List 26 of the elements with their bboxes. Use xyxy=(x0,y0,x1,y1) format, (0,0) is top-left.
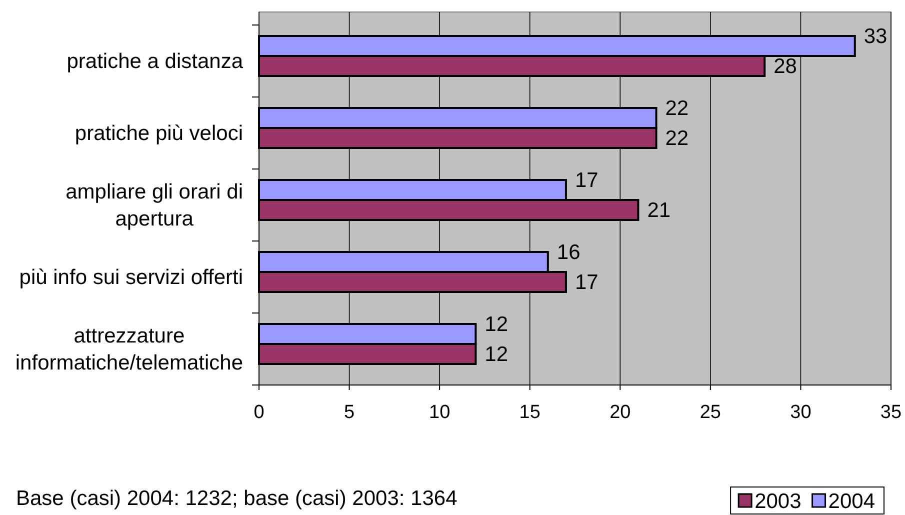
y-tick-label: attrezzature informatiche/telematiche xyxy=(15,324,243,374)
legend-label: 2003 xyxy=(754,490,802,513)
data-label: 17 xyxy=(574,169,598,192)
x-tick-label: 10 xyxy=(429,402,450,423)
data-label: 33 xyxy=(864,25,888,48)
x-tick-label: 15 xyxy=(519,402,540,423)
data-label: 22 xyxy=(665,127,689,150)
data-label: 12 xyxy=(484,313,508,336)
x-tick-label: 25 xyxy=(700,402,721,423)
x-tick-label: 35 xyxy=(880,402,902,423)
data-label: 16 xyxy=(556,241,580,264)
y-tick-label: pratiche più veloci xyxy=(74,122,243,145)
data-label: 22 xyxy=(665,97,689,120)
data-label: 28 xyxy=(774,55,797,78)
legend-label: 2004 xyxy=(828,490,876,513)
data-label: 21 xyxy=(647,199,671,222)
y-tick-label: pratiche a distanza xyxy=(66,50,244,73)
x-tick-label: 0 xyxy=(254,402,264,423)
y-tick-label: più info sui servizi offerti xyxy=(19,266,244,289)
data-label: 12 xyxy=(484,343,508,366)
x-tick-label: 5 xyxy=(344,402,355,423)
x-tick-label: 20 xyxy=(610,402,631,423)
text: Base (casi) 2004: 1232; base (casi) 2003: 1364 xyxy=(16,487,458,510)
x-tick-label: 30 xyxy=(790,402,812,423)
data-label: 17 xyxy=(574,271,598,294)
y-tick-label: ampliare gli orari di apertura xyxy=(66,180,243,230)
